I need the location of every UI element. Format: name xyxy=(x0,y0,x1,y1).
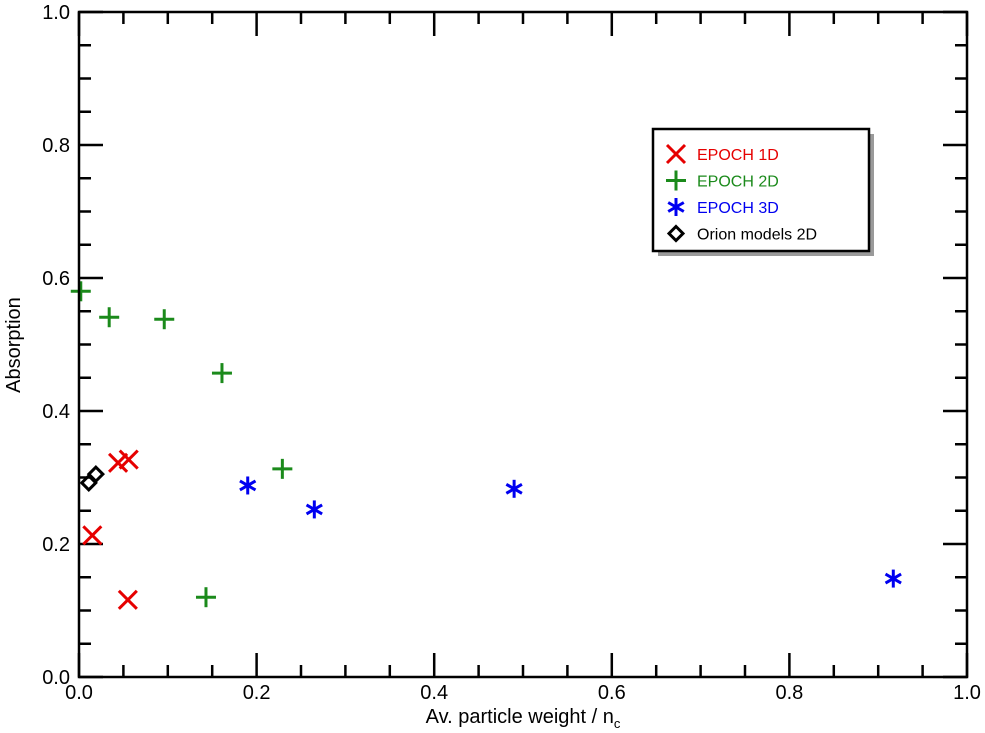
data-points xyxy=(70,281,902,610)
y-tick-label: 0.8 xyxy=(42,135,70,157)
y-tick-label: 0.4 xyxy=(42,401,70,423)
point-epoch-3d xyxy=(305,500,323,519)
legend-marker-epoch-1d xyxy=(665,143,687,165)
point-epoch-3d xyxy=(884,569,902,588)
y-tick-label: 0.0 xyxy=(42,667,70,689)
point-epoch-2d xyxy=(272,458,293,479)
x-axis-title: Av. particle weight / nc xyxy=(426,706,621,731)
legend-marker-epoch-2d xyxy=(666,170,686,191)
point-epoch-2d xyxy=(70,281,91,302)
point-epoch-1d xyxy=(118,449,139,470)
x-tick-label: 0.6 xyxy=(598,682,626,704)
x-tick-label: 0.0 xyxy=(65,682,93,704)
y-tick-label: 0.6 xyxy=(42,268,70,290)
x-tick-label: 1.0 xyxy=(953,682,981,704)
point-orion-models-2d xyxy=(86,465,105,484)
plot-frame xyxy=(77,10,969,679)
point-epoch-1d xyxy=(82,525,103,546)
axis-ticks xyxy=(77,10,969,679)
y-axis-title: Absorption xyxy=(3,297,25,393)
x-tick-label: 0.4 xyxy=(420,682,448,704)
legend: EPOCH 1D EPOCH 2D EPOCH 3D Orion models 2D xyxy=(651,127,874,256)
y-tick-label: 1.0 xyxy=(42,2,70,24)
point-epoch-2d xyxy=(195,587,216,608)
x-tick-label: 0.8 xyxy=(775,682,803,704)
x-tick-label: 0.2 xyxy=(243,682,271,704)
legend-box xyxy=(651,127,871,253)
legend-marker-orion-models-2d xyxy=(666,224,686,243)
point-epoch-3d xyxy=(239,476,257,495)
point-epoch-1d xyxy=(117,589,138,610)
point-epoch-2d xyxy=(99,307,120,328)
legend-label-orion-models-2d: Orion models 2D xyxy=(697,227,817,244)
legend-marker-epoch-3d xyxy=(667,198,685,216)
point-epoch-3d xyxy=(505,479,523,498)
point-epoch-2d xyxy=(154,309,175,330)
legend-label-epoch-3d: EPOCH 3D xyxy=(697,200,779,217)
tick-labels: 0.0 0.2 0.4 0.6 0.8 1.0 0.0 0.2 0.4 0.6 0.8 1.0 xyxy=(42,2,981,704)
legend-label-epoch-2d: EPOCH 2D xyxy=(697,174,779,191)
point-epoch-2d xyxy=(211,363,232,384)
y-tick-label: 0.2 xyxy=(42,534,70,556)
legend-label-epoch-1d: EPOCH 1D xyxy=(697,147,779,164)
